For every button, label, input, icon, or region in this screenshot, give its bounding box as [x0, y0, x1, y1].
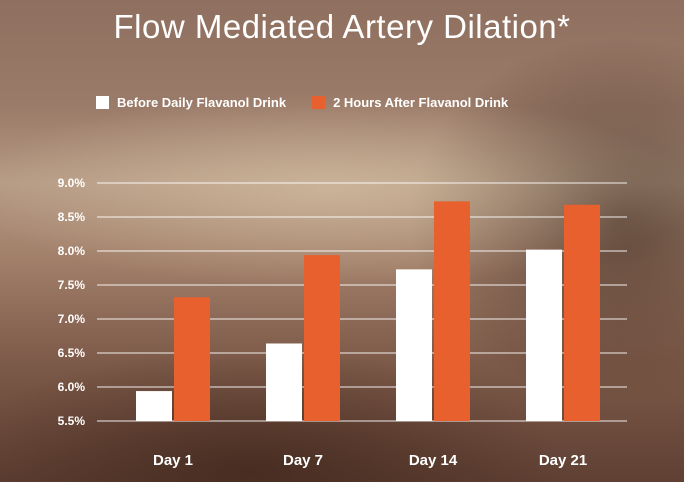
x-category-label: Day 1 [153, 452, 193, 469]
legend-item-before: Before Daily Flavanol Drink [96, 95, 286, 110]
y-tick-label: 7.0% [58, 312, 86, 326]
y-tick-label: 6.0% [58, 380, 86, 394]
chart-title: Flow Mediated Artery Dilation* [113, 8, 571, 45]
legend-swatch-after [312, 95, 326, 109]
legend-label-after: 2 Hours After Flavanol Drink [333, 94, 509, 110]
y-tick-label: 8.5% [58, 210, 86, 224]
bar-after [304, 255, 340, 421]
y-tick-label: 8.0% [58, 244, 86, 258]
y-tick-label: 6.5% [58, 346, 86, 360]
x-category-label: Day 14 [409, 452, 458, 469]
chart-legend: Before Daily Flavanol Drink 2 Hours Afte… [96, 92, 534, 112]
y-tick-label: 5.5% [58, 414, 86, 428]
legend-label-before: Before Daily Flavanol Drink [117, 94, 287, 110]
bar-after [434, 201, 470, 421]
x-category-label: Day 7 [283, 452, 323, 469]
bar-before [136, 391, 172, 421]
legend-item-after: 2 Hours After Flavanol Drink [312, 95, 508, 110]
bar-before [526, 249, 562, 421]
x-category-label: Day 21 [539, 452, 587, 469]
bar-before [266, 343, 302, 421]
y-tick-label: 9.0% [58, 176, 86, 190]
bar-before [396, 269, 432, 421]
bar-after [564, 204, 600, 421]
bar-after [174, 297, 210, 421]
y-tick-label: 7.5% [58, 278, 86, 292]
legend-swatch-before [96, 95, 109, 109]
